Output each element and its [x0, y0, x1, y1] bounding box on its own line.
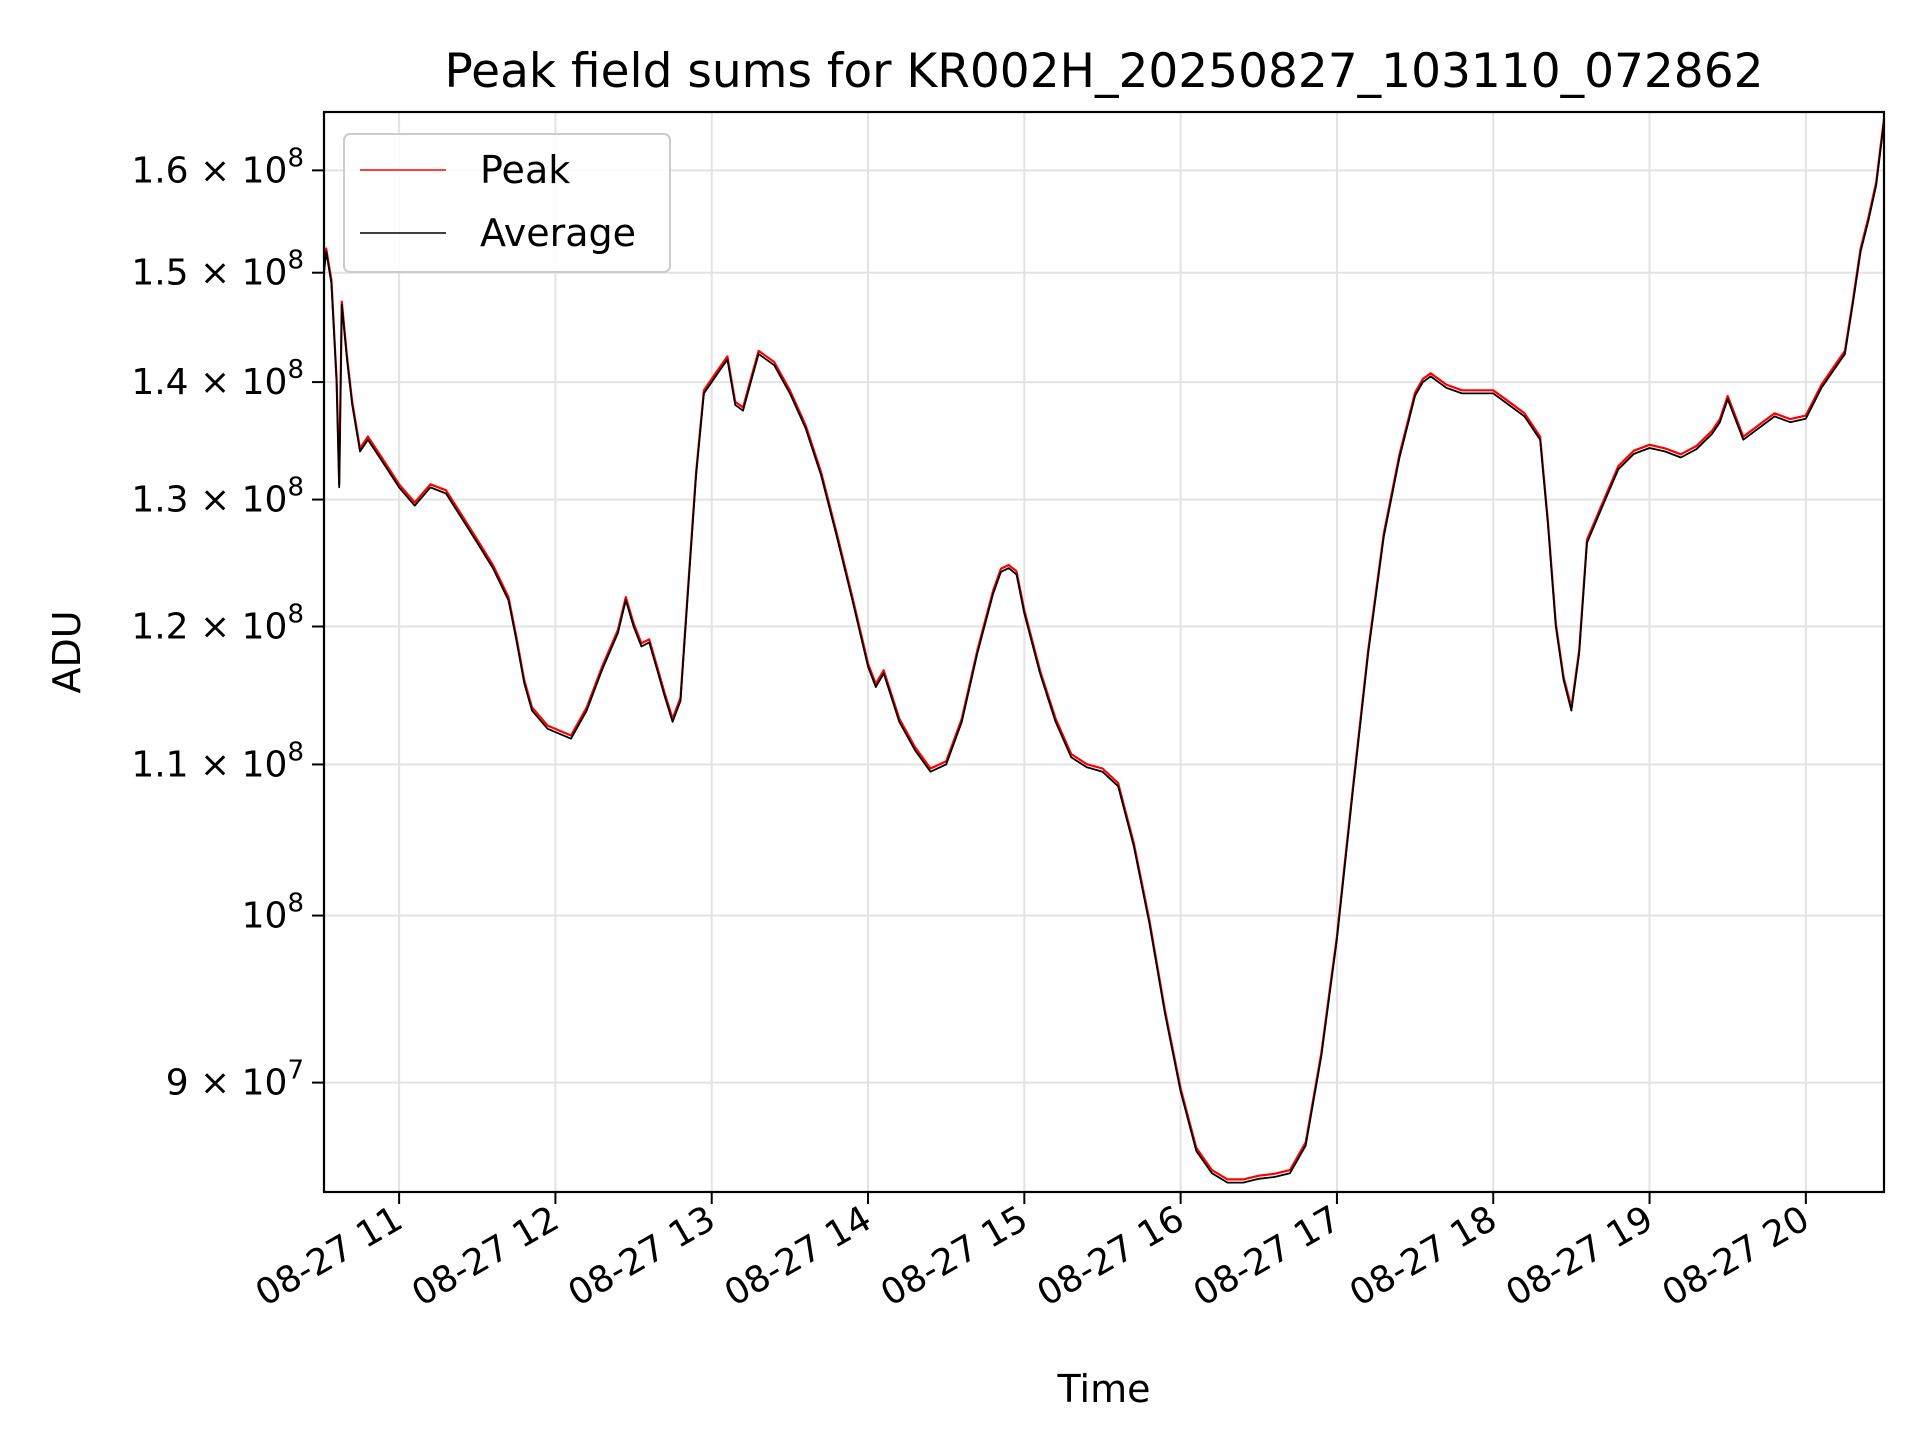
y-tick-label: 1.6 × 108 — [131, 143, 304, 191]
series-line-average — [323, 121, 1885, 1184]
plot-lines — [322, 118, 1886, 1184]
y-tick-label: 1.1 × 108 — [131, 737, 304, 785]
legend-label-peak: Peak — [480, 148, 570, 192]
legend-box — [343, 133, 671, 273]
legend-label-average: Average — [480, 211, 636, 255]
y-tick-label: 108 — [242, 889, 304, 937]
y-ticks: 9 × 107 108 1.1 × 108 1.2 × 108 1.3 × 108 1.4… — [131, 143, 324, 1104]
x-axis-label: Time — [1057, 1367, 1151, 1411]
y-tick-label: 1.4 × 108 — [131, 355, 304, 403]
plot-frame — [322, 110, 1886, 1194]
y-axis-label: ADU — [45, 610, 89, 693]
chart-title: Peak field sums for KR002H_20250827_1031… — [444, 44, 1763, 99]
y-tick-label: 9 × 107 — [166, 1056, 304, 1104]
y-tick-label: 1.5 × 108 — [131, 246, 304, 294]
y-tick-label: 1.3 × 108 — [131, 473, 304, 521]
y-tick-label: 1.2 × 108 — [131, 599, 304, 647]
legend: Peak Average — [343, 133, 671, 273]
